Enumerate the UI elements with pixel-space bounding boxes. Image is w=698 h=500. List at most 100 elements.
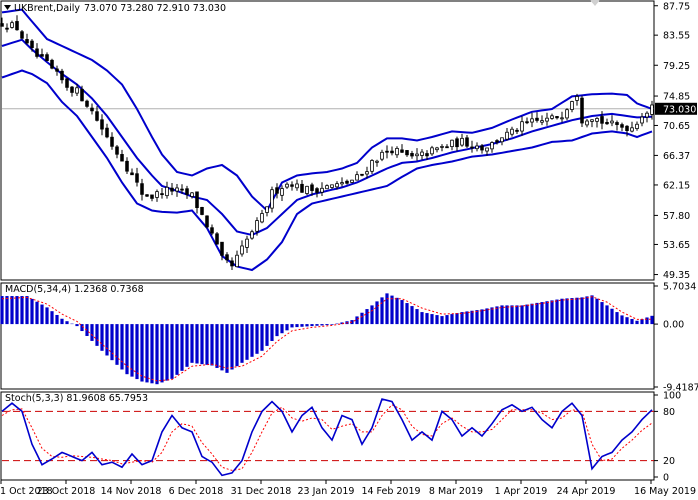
candle — [445, 144, 449, 149]
candle-body — [70, 86, 74, 93]
candle-body — [110, 136, 114, 147]
candle — [130, 168, 134, 176]
candle-body — [470, 146, 474, 149]
price-panel-frame — [0, 0, 655, 281]
symbol-label: UKBrent,Daily — [14, 3, 80, 14]
candle — [395, 146, 399, 158]
candle — [530, 112, 534, 128]
candle — [95, 106, 99, 122]
candle — [560, 111, 564, 123]
candle — [385, 145, 389, 159]
candle — [315, 187, 319, 198]
candle — [550, 113, 554, 120]
candle — [640, 113, 644, 127]
candle-body — [120, 154, 124, 162]
macd-panel — [0, 293, 654, 385]
macd-panel-frame — [0, 282, 655, 390]
candle — [60, 68, 64, 84]
candle-body — [495, 140, 499, 143]
candle-body — [280, 188, 284, 196]
candle-body — [395, 147, 399, 156]
candle — [490, 141, 494, 153]
candle — [245, 235, 249, 254]
candle — [50, 58, 54, 70]
candle — [305, 185, 309, 196]
candle-body — [5, 27, 9, 30]
candle-body — [40, 54, 44, 57]
candle-body — [135, 173, 139, 183]
candle-body — [300, 183, 304, 193]
candle-body — [515, 129, 519, 132]
candle — [260, 209, 264, 224]
candle — [480, 143, 484, 154]
candle-body — [365, 171, 369, 175]
candle — [450, 139, 454, 151]
candle-body — [510, 128, 514, 135]
candle — [255, 217, 259, 236]
dropdown-triangle-icon[interactable] — [4, 5, 11, 10]
candle — [345, 179, 349, 185]
candle-body — [15, 21, 19, 31]
candle-body — [550, 115, 554, 119]
lower-band-line — [1, 69, 653, 272]
date-axis-label: 31 Dec 2018 — [231, 486, 292, 497]
candle-body — [480, 145, 484, 151]
candle — [90, 103, 94, 115]
candle — [80, 85, 84, 102]
candle — [555, 115, 559, 120]
candle — [610, 115, 614, 127]
candle-body — [200, 206, 204, 215]
candle-body — [500, 137, 504, 143]
candle — [185, 185, 189, 199]
candle-body — [270, 189, 274, 209]
candle — [465, 135, 469, 149]
candle-body — [90, 107, 94, 112]
candle-body — [560, 117, 564, 120]
candle — [25, 33, 29, 45]
price-axis-label: 87.75 — [663, 1, 690, 12]
candle-body — [445, 146, 449, 149]
candle-body — [65, 78, 69, 88]
candle — [220, 241, 224, 261]
candle-body — [315, 188, 319, 193]
date-axis-label: 1 Oct 2018 — [0, 486, 53, 497]
scroll-shift-icon[interactable] — [590, 0, 600, 6]
candle — [515, 128, 519, 135]
candle-body — [650, 104, 654, 115]
stoch-axis-label: 20 — [663, 456, 675, 467]
candle — [285, 182, 289, 189]
candle — [585, 118, 589, 128]
candle — [580, 95, 584, 128]
candle — [455, 136, 459, 152]
candle-body — [335, 183, 339, 188]
price-axis-label: 62.15 — [663, 180, 690, 191]
candle-body — [530, 118, 534, 123]
date-axis-label: 24 Apr 2019 — [557, 486, 616, 497]
candle-body — [370, 160, 374, 172]
candle-body — [420, 151, 424, 156]
candle — [175, 184, 179, 197]
candle — [225, 252, 229, 264]
candle-body — [215, 233, 219, 245]
candle — [635, 121, 639, 131]
price-panel — [0, 8, 654, 272]
candle — [10, 20, 14, 29]
candle — [375, 159, 379, 167]
candle-body — [625, 125, 629, 131]
date-axis-label: 16 May 2019 — [634, 486, 696, 497]
candle — [0, 17, 4, 27]
candle-body — [475, 145, 479, 150]
candle-body — [520, 121, 524, 132]
candle — [570, 100, 574, 113]
candle — [190, 191, 194, 199]
candle-body — [0, 23, 4, 27]
candle-body — [140, 183, 144, 195]
candle-body — [235, 254, 239, 268]
candle-body — [325, 185, 329, 190]
candle — [425, 150, 429, 161]
candle — [295, 179, 299, 191]
candle-body — [160, 193, 164, 196]
candle-body — [620, 124, 624, 128]
candle-body — [645, 112, 649, 118]
